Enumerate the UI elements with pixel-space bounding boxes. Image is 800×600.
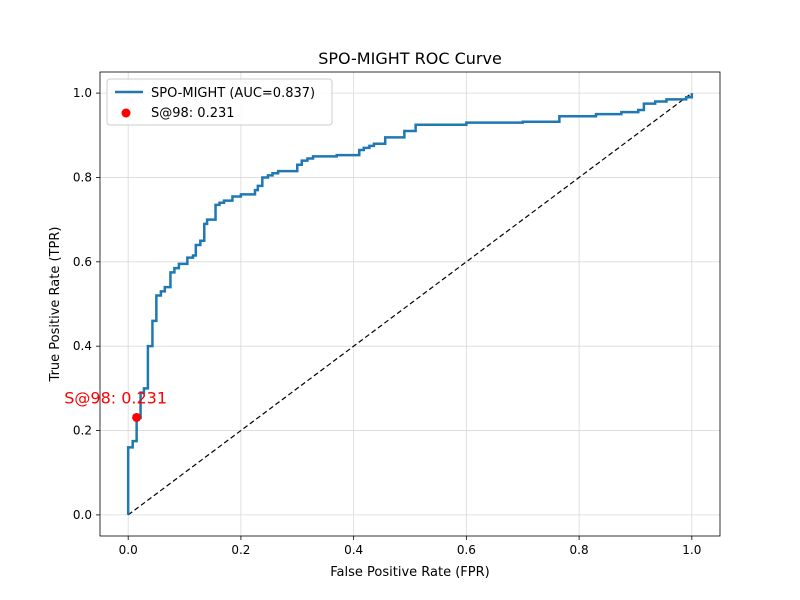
marker-layer: S@98: 0.231	[64, 388, 167, 422]
y-axis-label: True Positive Rate (TPR)	[48, 227, 63, 383]
x-tick-label: 0.4	[344, 543, 363, 557]
x-tick-label: 0.8	[570, 543, 589, 557]
y-tick-label: 0.8	[73, 170, 92, 184]
x-tick-label: 0.0	[119, 543, 138, 557]
y-tick-label: 0.4	[73, 339, 92, 353]
x-tick-label: 1.0	[682, 543, 701, 557]
reference-diagonal	[127, 92, 693, 516]
series-layer	[126, 93, 694, 515]
y-tick-label: 0.2	[73, 424, 92, 438]
plot-frame	[99, 71, 721, 537]
legend-marker-swatch	[121, 108, 131, 118]
x-axis-ticks: 0.0 0.2 0.4 0.6 0.8 1.0	[119, 536, 701, 557]
y-axis-ticks: 0.0 0.2 0.4 0.6 0.8 1.0	[73, 86, 100, 522]
y-tick-label: 0.0	[73, 508, 92, 522]
reference-line	[127, 92, 693, 516]
grid-lines	[100, 72, 720, 536]
legend-label-marker: S@98: 0.231	[151, 106, 235, 121]
x-tick-label: 0.6	[457, 543, 476, 557]
y-tick-label: 1.0	[73, 86, 92, 100]
x-tick-label: 0.2	[231, 543, 250, 557]
legend-box	[106, 78, 333, 126]
sensitivity-marker-point	[132, 412, 142, 422]
legend: SPO-MIGHT (AUC=0.837) S@98: 0.231	[106, 78, 333, 126]
x-axis-label: False Positive Rate (FPR)	[330, 565, 489, 580]
y-tick-label: 0.6	[73, 255, 92, 269]
roc-curve-line	[126, 93, 694, 515]
legend-label-series: SPO-MIGHT (AUC=0.837)	[151, 86, 315, 101]
chart-title: SPO-MIGHT ROC Curve	[318, 49, 502, 68]
sensitivity-marker-annotation: S@98: 0.231	[64, 388, 167, 407]
